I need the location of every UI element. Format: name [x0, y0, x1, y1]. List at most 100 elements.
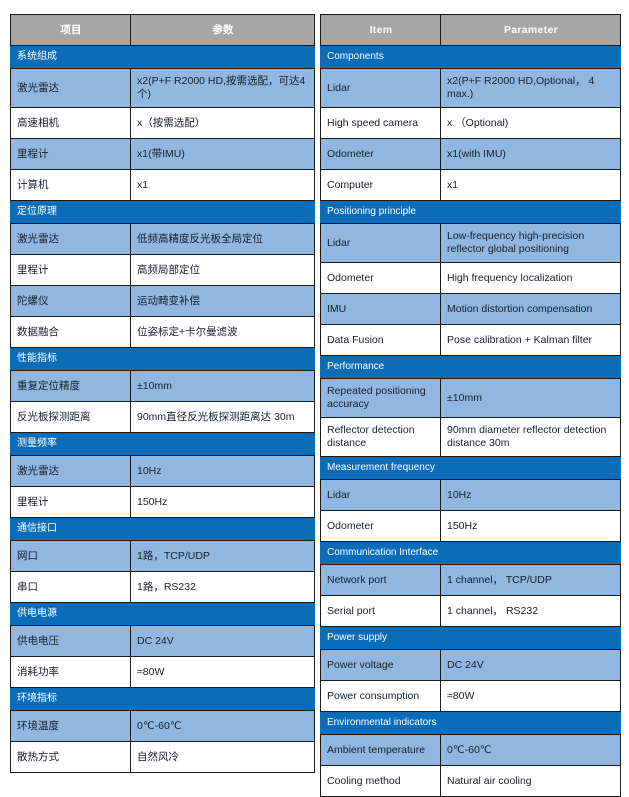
- table-row: Repeated positioning accuracy ±10mm: [320, 378, 621, 418]
- cell-item: 计算机: [10, 169, 131, 201]
- table-row: Odometer 150Hz: [320, 510, 621, 542]
- cell-parameter: 1 channel， TCP/UDP: [440, 564, 621, 596]
- cell-item: 消耗功率: [10, 656, 131, 688]
- cell-item: 散热方式: [10, 741, 131, 773]
- section-band-label: 性能指标: [10, 347, 315, 371]
- cell-parameter: ≈80W: [440, 680, 621, 712]
- table-row: 里程计 x1(带IMU): [10, 138, 315, 170]
- section-band-label: Components: [320, 45, 621, 69]
- section-band-row: Power supply: [320, 626, 621, 650]
- cell-item: 供电电压: [10, 625, 131, 657]
- column-header-item: Item: [320, 14, 441, 46]
- cell-parameter: x2(P+F R2000 HD,按需选配，可达4个): [130, 68, 315, 108]
- cell-parameter: 0℃-60℃: [130, 710, 315, 742]
- table-row: Serial port 1 channel， RS232: [320, 595, 621, 627]
- cell-parameter: 150Hz: [440, 510, 621, 542]
- table-row: 陀螺仪 运动畸变补偿: [10, 285, 315, 317]
- section-band-label: 测量频率: [10, 432, 315, 456]
- cell-item: 激光雷达: [10, 455, 131, 487]
- column-header-parameter: Parameter: [440, 14, 621, 46]
- cell-parameter: x1: [130, 169, 315, 201]
- section-band-row: Positioning principle: [320, 200, 621, 224]
- cell-item: Data Fusion: [320, 324, 441, 356]
- cell-parameter: High frequency localization: [440, 262, 621, 294]
- cell-parameter: 10Hz: [440, 479, 621, 511]
- table-row: 供电电压 DC 24V: [10, 625, 315, 657]
- cell-parameter: ±10mm: [440, 378, 621, 418]
- cell-parameter: 150Hz: [130, 486, 315, 518]
- table-row: 串口 1路，RS232: [10, 571, 315, 603]
- cell-parameter: ≈80W: [130, 656, 315, 688]
- section-band-label: Performance: [320, 355, 621, 379]
- table-row: 激光雷达 低频高精度反光板全局定位: [10, 223, 315, 255]
- cell-item: Odometer: [320, 138, 441, 170]
- cell-parameter: x1: [440, 169, 621, 201]
- cell-item: 里程计: [10, 138, 131, 170]
- cell-item: 数据融合: [10, 316, 131, 348]
- cell-parameter: 1 channel， RS232: [440, 595, 621, 627]
- cell-parameter: Low-frequency high-precision reflector g…: [440, 223, 621, 263]
- specification-table-english: Item Parameter Components Lidar x2(P+F R20…: [320, 14, 621, 797]
- section-band-row: 通信接口: [10, 517, 315, 541]
- cell-item: 里程计: [10, 254, 131, 286]
- cell-item: High speed camera: [320, 107, 441, 139]
- cell-parameter: 10Hz: [130, 455, 315, 487]
- section-band-row: Components: [320, 45, 621, 69]
- section-band-label: 通信接口: [10, 517, 315, 541]
- cell-parameter: x （Optional): [440, 107, 621, 139]
- section-band-label: Positioning principle: [320, 200, 621, 224]
- cell-item: Lidar: [320, 223, 441, 263]
- cell-parameter: DC 24V: [130, 625, 315, 657]
- table-row: Ambient temperature 0℃-60℃: [320, 734, 621, 766]
- cell-parameter: 90mm diameter reflector detection distan…: [440, 417, 621, 457]
- table-row: IMU Motion distortion compensation: [320, 293, 621, 325]
- section-band-row: 性能指标: [10, 347, 315, 371]
- cell-parameter: 1路，RS232: [130, 571, 315, 603]
- cell-item: Lidar: [320, 68, 441, 108]
- table-row: 散热方式 自然风冷: [10, 741, 315, 773]
- section-band-label: 定位原理: [10, 200, 315, 224]
- cell-item: Power consumption: [320, 680, 441, 712]
- table-row: Network port 1 channel， TCP/UDP: [320, 564, 621, 596]
- cell-item: 网口: [10, 540, 131, 572]
- table-row: 数据融合 位姿标定+卡尔曼滤波: [10, 316, 315, 348]
- section-band-row: Environmental indicators: [320, 711, 621, 735]
- cell-item: 激光雷达: [10, 68, 131, 108]
- cell-parameter: 位姿标定+卡尔曼滤波: [130, 316, 315, 348]
- section-band-label: Communication Interface: [320, 541, 621, 565]
- section-band-label: 系统组成: [10, 45, 315, 69]
- table-row: High speed camera x （Optional): [320, 107, 621, 139]
- table-body: Components Lidar x2(P+F R2000 HD,Optional，…: [320, 45, 621, 797]
- table-row: Reflector detection distance 90mm diamete…: [320, 417, 621, 457]
- cell-parameter: Motion distortion compensation: [440, 293, 621, 325]
- cell-parameter: 1路，TCP/UDP: [130, 540, 315, 572]
- cell-parameter: x1(带IMU): [130, 138, 315, 170]
- table-row: Odometer High frequency localization: [320, 262, 621, 294]
- section-band-row: 供电电源: [10, 602, 315, 626]
- cell-item: 环境温度: [10, 710, 131, 742]
- cell-parameter: 自然风冷: [130, 741, 315, 773]
- cell-item: IMU: [320, 293, 441, 325]
- table-row: 重复定位精度 ±10mm: [10, 370, 315, 402]
- table-body: 系统组成 激光雷达 x2(P+F R2000 HD,按需选配，可达4个) 高速相机 x（…: [10, 45, 315, 773]
- section-band-row: 环境指标: [10, 687, 315, 711]
- cell-parameter: x（按需选配）: [130, 107, 315, 139]
- cell-parameter: 低频高精度反光板全局定位: [130, 223, 315, 255]
- cell-item: Computer: [320, 169, 441, 201]
- table-row: Lidar Low-frequency high-precision reflec…: [320, 223, 621, 263]
- table-row: Odometer x1(with IMU): [320, 138, 621, 170]
- cell-item: Network port: [320, 564, 441, 596]
- cell-item: Lidar: [320, 479, 441, 511]
- section-band-row: 定位原理: [10, 200, 315, 224]
- cell-parameter: 运动畸变补偿: [130, 285, 315, 317]
- column-header-parameter: 参数: [130, 14, 315, 46]
- cell-item: 高速相机: [10, 107, 131, 139]
- cell-parameter: 90mm直径反光板探测距离达 30m: [130, 401, 315, 433]
- cell-item: 串口: [10, 571, 131, 603]
- cell-item: 陀螺仪: [10, 285, 131, 317]
- table-row: 消耗功率 ≈80W: [10, 656, 315, 688]
- table-row: Power voltage DC 24V: [320, 649, 621, 681]
- cell-parameter: x1(with IMU): [440, 138, 621, 170]
- cell-item: Repeated positioning accuracy: [320, 378, 441, 418]
- cell-parameter: Natural air cooling: [440, 765, 621, 797]
